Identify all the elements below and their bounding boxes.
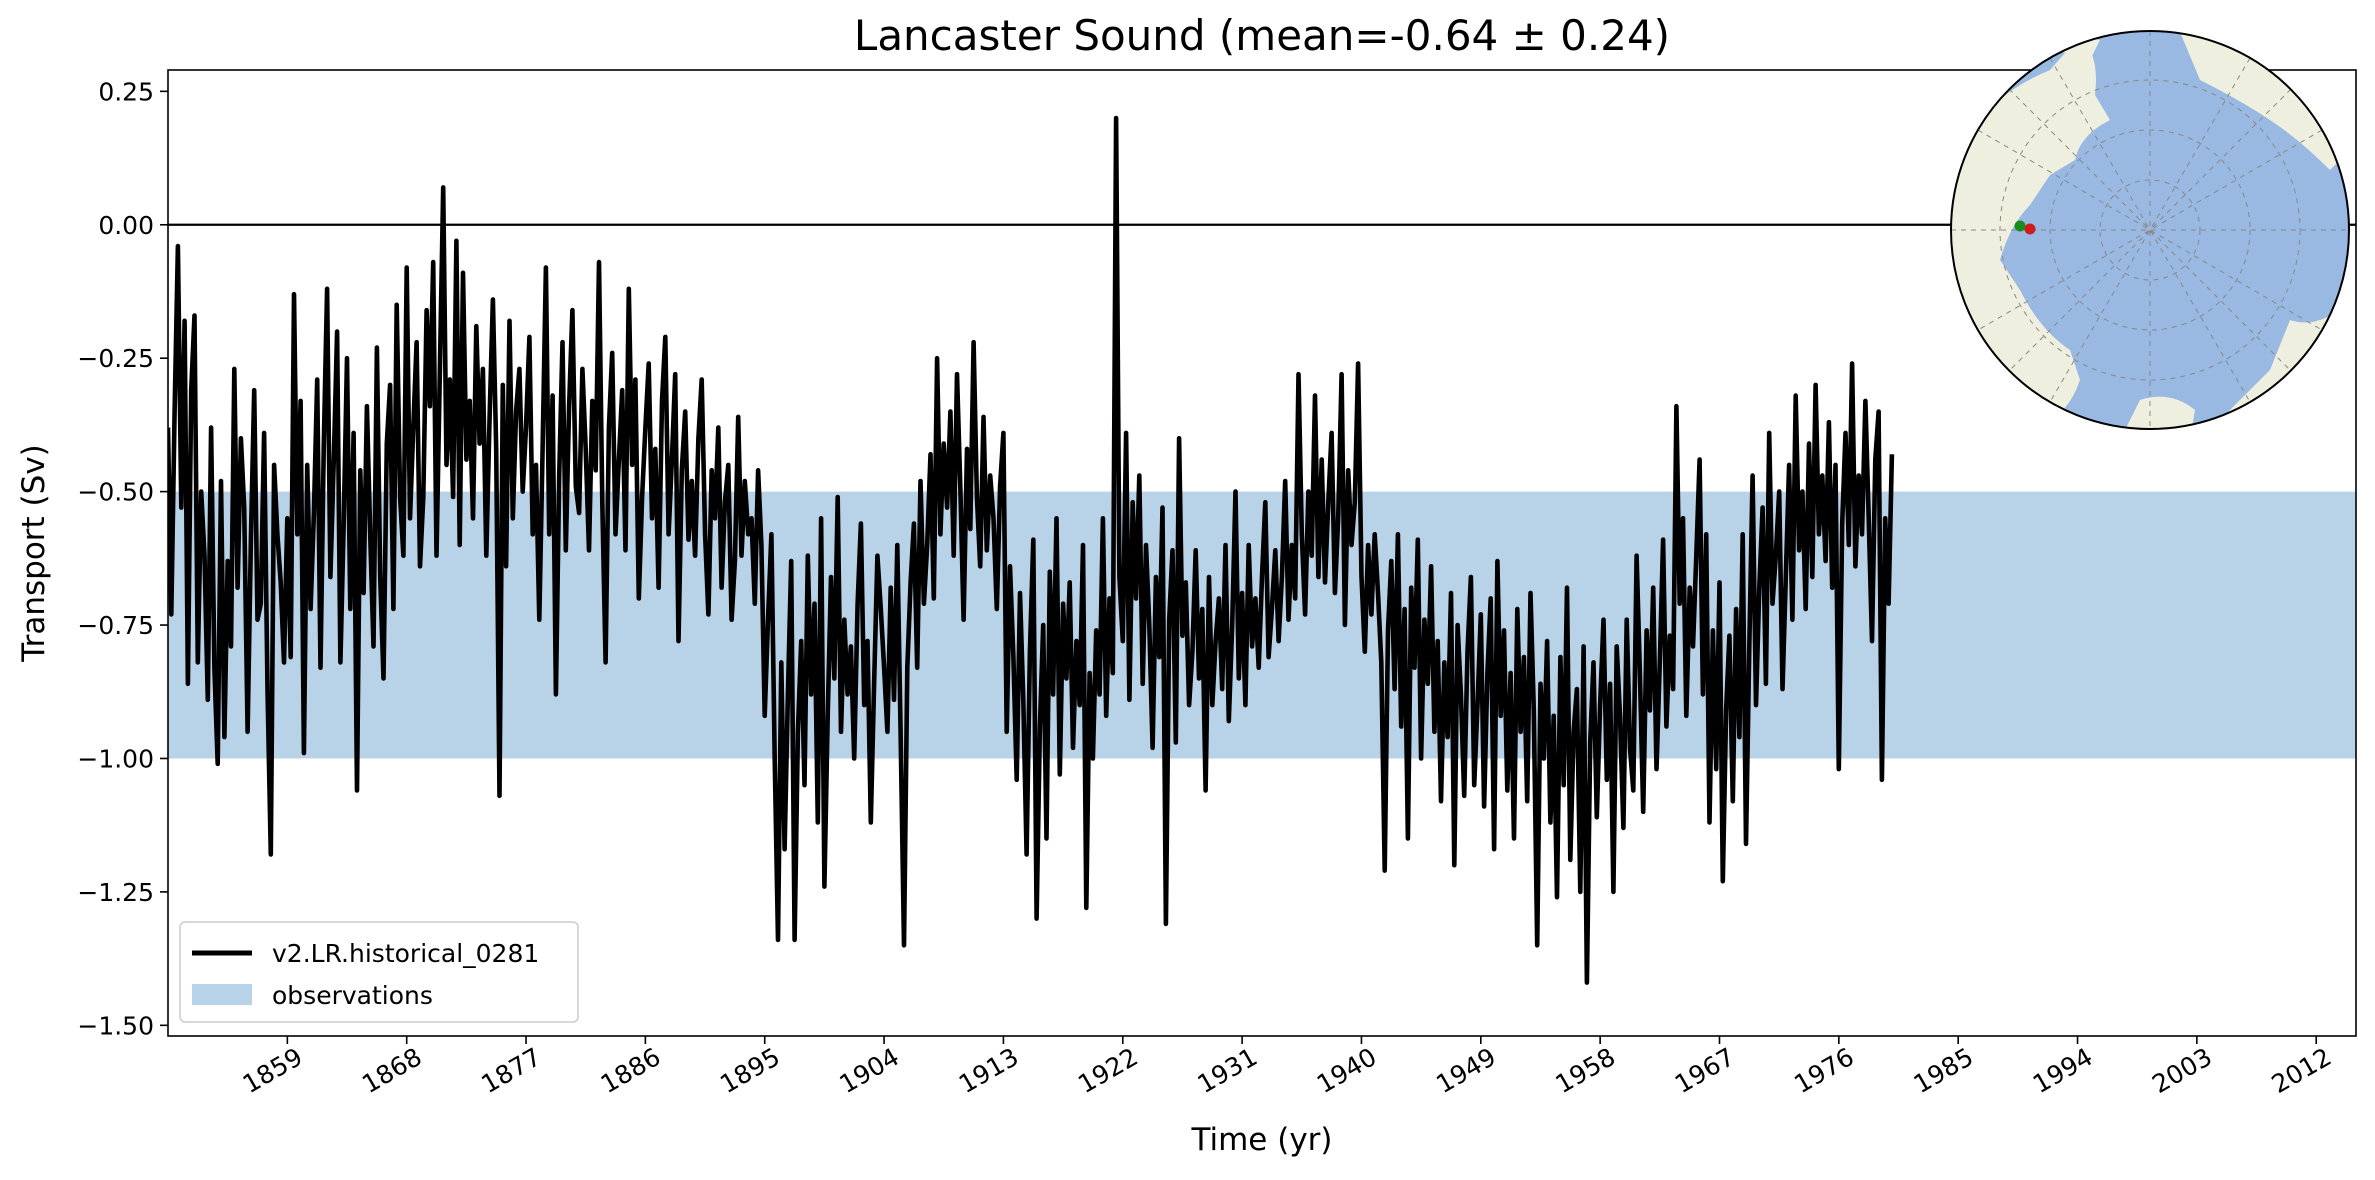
legend-box — [179, 921, 579, 1023]
map-marker-green — [2014, 220, 2026, 232]
map-graticule — [1951, 31, 2349, 429]
y-tick-label: 0.25 — [98, 77, 154, 106]
legend-swatch-observations — [192, 984, 252, 1005]
x-tick-label: 1859 — [238, 1042, 308, 1099]
x-tick-label: 1922 — [1073, 1042, 1143, 1099]
y-tick-label: −0.50 — [77, 478, 154, 507]
y-tick-label: −1.50 — [77, 1011, 154, 1040]
x-tick-label: 1931 — [1193, 1042, 1263, 1099]
x-tick-label: 1895 — [715, 1042, 785, 1099]
x-tick-label: 1877 — [476, 1042, 546, 1099]
chart-title: Lancaster Sound (mean=-0.64 ± 0.24) — [854, 11, 1670, 60]
map-outline — [1950, 30, 2350, 430]
series-line-v2-lr-historical-0281 — [168, 115, 1895, 985]
x-tick-label: 1994 — [2028, 1042, 2098, 1099]
x-tick-label: 2012 — [2267, 1042, 2337, 1099]
x-tick-label: 1976 — [1789, 1042, 1859, 1099]
x-tick-label: 1940 — [1312, 1042, 1382, 1099]
x-tick-label: 1886 — [596, 1042, 666, 1099]
x-tick-label: 1868 — [357, 1042, 427, 1099]
y-tick-label: −0.75 — [77, 611, 154, 640]
x-tick-label: 1949 — [1431, 1042, 1501, 1099]
x-tick-label: 1904 — [834, 1042, 904, 1099]
x-tick-label: 1958 — [1551, 1042, 1621, 1099]
y-axis-label: Transport (Sv) — [16, 444, 52, 663]
y-tick-label: 0.00 — [98, 211, 154, 240]
x-tick-label: 1913 — [954, 1042, 1024, 1099]
legend-label-series: v2.LR.historical_0281 — [272, 939, 539, 968]
x-tick-label: 1967 — [1670, 1042, 1740, 1099]
legend: v2.LR.historical_0281 observations — [179, 921, 579, 1023]
x-tick-label: 1985 — [1909, 1042, 1979, 1099]
y-axis: 0.25 0.00 −0.25 −0.50 −0.75 −1.00 −1.25 −1.50 — [77, 77, 168, 1040]
x-axis-label: Time (yr) — [1191, 1122, 1333, 1158]
x-tick-label: 2003 — [2147, 1042, 2217, 1099]
y-tick-label: −1.00 — [77, 744, 154, 773]
y-tick-label: −0.25 — [77, 344, 154, 373]
y-tick-label: −1.25 — [77, 878, 154, 907]
x-axis: 1859 1868 1877 1886 1895 1904 1913 1922 1931 1940… — [238, 1036, 2336, 1099]
map-marker-red — [2024, 223, 2036, 235]
legend-label-observations: observations — [272, 981, 433, 1010]
plot-frame — [167, 69, 2357, 1037]
